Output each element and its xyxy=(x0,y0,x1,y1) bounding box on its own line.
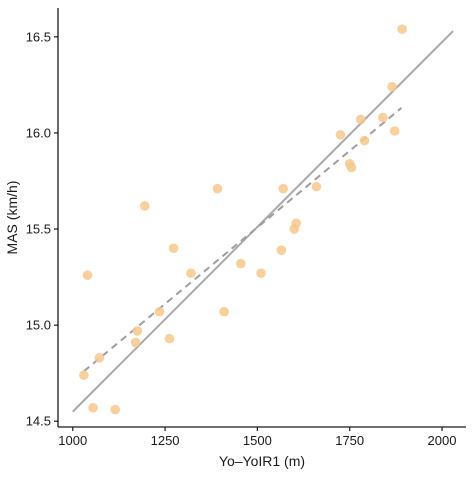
data-point xyxy=(219,306,229,317)
data-point xyxy=(291,218,301,229)
data-point xyxy=(389,126,400,136)
data-point xyxy=(154,306,165,317)
data-point xyxy=(79,370,89,380)
y-tick-label: 14.5 xyxy=(26,414,51,429)
data-point xyxy=(397,24,407,34)
data-point xyxy=(94,353,105,363)
solid-regression-line xyxy=(72,30,454,413)
data-point xyxy=(311,181,322,192)
y-axis-title: MAS (km/h) xyxy=(4,181,20,255)
data-point xyxy=(212,183,223,194)
y-tick-label: 16.5 xyxy=(26,29,51,44)
data-point xyxy=(276,245,287,255)
dashed-regression-line xyxy=(83,107,403,373)
data-point xyxy=(139,201,150,211)
data-point xyxy=(130,337,141,348)
y-ticks: 14.5 15.0 15.5 16.0 16.5 xyxy=(26,29,58,429)
data-point xyxy=(168,243,179,254)
data-point xyxy=(82,270,93,280)
fit-lines xyxy=(72,30,454,413)
x-tick-label: 1250 xyxy=(151,433,180,448)
data-point xyxy=(346,162,357,173)
data-point xyxy=(387,82,397,92)
data-point xyxy=(278,183,289,194)
data-point xyxy=(186,268,196,279)
x-tick-label: 1500 xyxy=(243,433,272,448)
data-point xyxy=(335,130,346,140)
x-tick-label: 1000 xyxy=(58,433,87,448)
data-point xyxy=(164,333,175,344)
y-tick-label: 16.0 xyxy=(26,125,51,140)
data-point xyxy=(355,114,366,125)
data-point xyxy=(378,112,388,123)
x-axis-title: Yo–YoIR1 (m) xyxy=(219,453,305,469)
x-tick-label: 1750 xyxy=(335,433,364,448)
x-tick-label: 2000 xyxy=(428,433,457,448)
data-point xyxy=(359,135,370,146)
y-tick-label: 15.5 xyxy=(26,222,51,237)
x-ticks: 1000 1250 1500 1750 2000 xyxy=(58,427,456,448)
data-point xyxy=(256,268,266,279)
y-tick-label: 15.0 xyxy=(26,318,51,333)
data-point xyxy=(110,404,121,415)
data-point xyxy=(132,326,143,336)
data-points xyxy=(79,24,407,415)
data-point xyxy=(88,402,98,413)
data-point xyxy=(235,258,246,269)
